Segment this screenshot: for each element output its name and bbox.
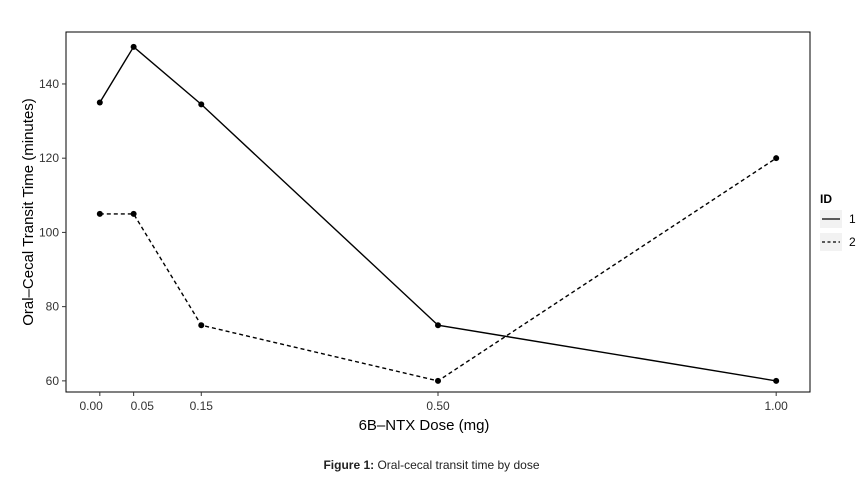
legend-key-bg: [820, 233, 842, 251]
series-2-point: [130, 210, 137, 217]
y-tick-label: 120: [39, 151, 59, 165]
series-2-point: [198, 322, 205, 329]
y-tick-label: 80: [46, 300, 60, 314]
x-tick-label: 0.50: [426, 399, 450, 413]
y-tick-label: 140: [39, 77, 59, 91]
series-2-point: [773, 155, 780, 162]
y-axis-ticks: 60 80 100 120 140: [39, 77, 66, 388]
series-1-point: [130, 43, 137, 50]
series-2-point: [435, 377, 441, 384]
x-tick-label: 0.05: [131, 399, 155, 413]
x-tick-label: 0.00: [79, 399, 103, 413]
legend-label-2: 2: [849, 235, 856, 249]
legend-label-1: 1: [849, 212, 856, 226]
series-1-point: [773, 377, 780, 384]
legend-title: ID: [820, 192, 832, 206]
y-axis-title: Oral–Cecal Transit Time (minutes): [20, 98, 37, 326]
y-tick-label: 60: [46, 374, 60, 388]
y-tick-label: 100: [39, 225, 59, 239]
x-axis-ticks: 0.00 0.05 0.15 0.50 1.00: [79, 392, 788, 413]
plot-panel: [65, 31, 811, 393]
series-layer: [96, 43, 780, 384]
caption-text: Oral-cecal transit time by dose: [377, 458, 540, 472]
series-1-point: [96, 99, 103, 106]
x-tick-label: 1.00: [765, 399, 789, 413]
series-1-point: [198, 101, 205, 108]
series-2-point: [96, 210, 103, 217]
chart: 60 80 100 120 140 0.00 0.05 0.15 0.50 1.00 6B–NT…: [20, 31, 856, 434]
x-axis-title: 6B–NTX Dose (mg): [359, 417, 490, 434]
caption-label: Figure 1:: [323, 458, 375, 472]
legend: ID 1 2: [820, 192, 856, 251]
series-1-point: [435, 322, 441, 329]
x-tick-label: 0.15: [190, 399, 214, 413]
figure-caption: Figure 1: Oral-cecal transit time by dos…: [0, 458, 863, 472]
